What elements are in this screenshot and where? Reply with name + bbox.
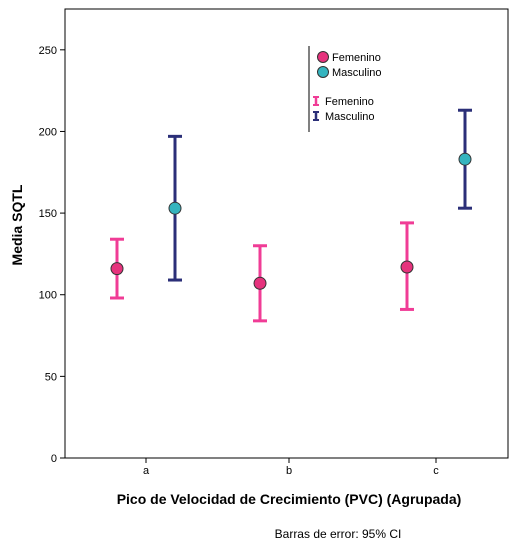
y-tick-label: 100: [39, 290, 57, 302]
plot-area: [64, 8, 509, 459]
legend: Femenino Masculino Femenino Masculino: [308, 46, 382, 132]
mean-marker-masculino-c: [458, 152, 472, 166]
mean-marker-femenino-b: [253, 276, 267, 290]
y-axis-title: Media SQTL: [9, 184, 25, 265]
x-tick-label: b: [286, 465, 292, 477]
x-axis-title: Pico de Velocidad de Crecimiento (PVC) (…: [117, 491, 462, 507]
legend-marker-femenino: [317, 51, 329, 63]
series-layer: [110, 108, 472, 323]
x-tick-label: a: [143, 465, 150, 477]
error-bar-masculino-c: [458, 108, 472, 210]
legend-errorbar-label: Femenino: [325, 96, 374, 108]
y-axis: 0 50 100 150 200 250: [39, 45, 65, 465]
error-bar-femenino-a: [110, 237, 124, 300]
error-bar-masculino-a: [168, 134, 182, 282]
x-tick-label: c: [433, 465, 439, 477]
legend-marker-label: Masculino: [332, 67, 382, 79]
legend-errorbar-label: Masculino: [325, 111, 375, 123]
legend-marker-label: Femenino: [332, 52, 381, 64]
footnote: Barras de error: 95% CI: [275, 527, 402, 541]
error-bar-femenino-c: [400, 221, 414, 311]
y-tick-label: 50: [45, 371, 57, 383]
mean-marker-femenino-c: [400, 260, 414, 274]
y-tick-label: 250: [39, 45, 57, 57]
mean-marker-masculino-a: [168, 201, 182, 215]
legend-marker-masculino: [317, 66, 329, 78]
plot-frame: [64, 8, 509, 459]
x-axis: a b c: [143, 458, 439, 477]
y-tick-label: 0: [51, 453, 57, 465]
error-bar-femenino-b: [253, 244, 267, 323]
y-tick-label: 150: [39, 208, 57, 220]
y-tick-label: 200: [39, 126, 57, 138]
mean-marker-femenino-a: [110, 262, 124, 276]
